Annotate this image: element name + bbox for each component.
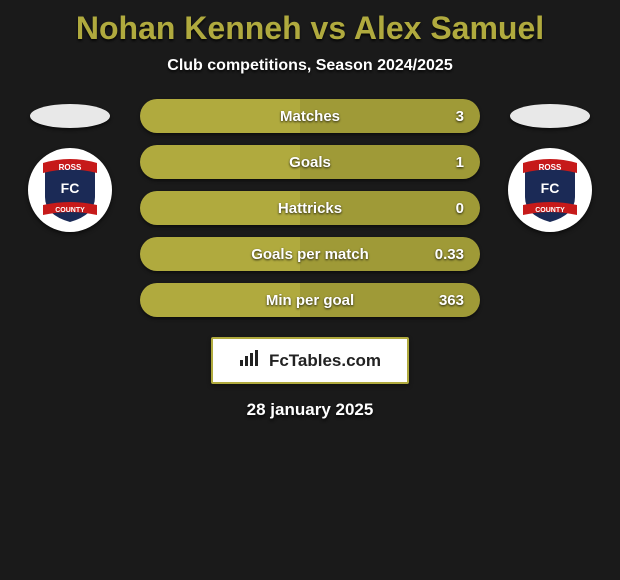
subtitle: Club competitions, Season 2024/2025 <box>0 57 620 75</box>
stat-value-right: 3 <box>428 108 464 125</box>
badge-initials: FC <box>61 180 80 196</box>
stat-value-right: 1 <box>428 154 464 171</box>
player-right-club-badge: ROSS COUNTY FC <box>508 148 592 232</box>
stat-label: Goals per match <box>251 246 369 263</box>
svg-text:COUNTY: COUNTY <box>535 207 565 214</box>
badge-bottom-text: COUNTY <box>55 207 85 214</box>
stats-list: Matches 3 Goals 1 Hattricks 0 Goals per match 0… <box>140 99 480 317</box>
comparison-card: Nohan Kenneh vs Alex Samuel Club competi… <box>0 0 620 420</box>
badge-top-text: ROSS <box>59 163 82 172</box>
svg-text:FC: FC <box>541 180 560 196</box>
date-label: 28 january 2025 <box>247 400 374 420</box>
stat-row: Goals 1 <box>140 145 480 179</box>
stat-label: Goals <box>289 154 331 171</box>
stat-row: Min per goal 363 <box>140 283 480 317</box>
brand-link[interactable]: FcTables.com <box>211 337 409 384</box>
player-right-column: ROSS COUNTY FC <box>500 99 600 232</box>
club-shield-icon: ROSS COUNTY FC <box>521 157 579 223</box>
stat-row: Goals per match 0.33 <box>140 237 480 271</box>
stat-label: Min per goal <box>266 292 354 309</box>
stat-row: Matches 3 <box>140 99 480 133</box>
bar-chart-icon <box>239 349 261 372</box>
stat-label: Matches <box>280 108 340 125</box>
comparison-body: ROSS COUNTY FC Matches 3 Goals 1 Hattricks 0 G… <box>0 99 620 317</box>
stat-row: Hattricks 0 <box>140 191 480 225</box>
brand-text: FcTables.com <box>269 351 381 371</box>
stat-value-right: 363 <box>428 292 464 309</box>
svg-text:ROSS: ROSS <box>539 163 562 172</box>
footer: FcTables.com 28 january 2025 <box>0 337 620 420</box>
player-left-flag <box>30 104 110 128</box>
player-left-club-badge: ROSS COUNTY FC <box>28 148 112 232</box>
stat-value-right: 0 <box>428 200 464 217</box>
club-shield-icon: ROSS COUNTY FC <box>41 157 99 223</box>
player-left-column: ROSS COUNTY FC <box>20 99 120 232</box>
page-title: Nohan Kenneh vs Alex Samuel <box>0 10 620 47</box>
stat-value-right: 0.33 <box>428 246 464 263</box>
stat-label: Hattricks <box>278 200 342 217</box>
player-right-flag <box>510 104 590 128</box>
